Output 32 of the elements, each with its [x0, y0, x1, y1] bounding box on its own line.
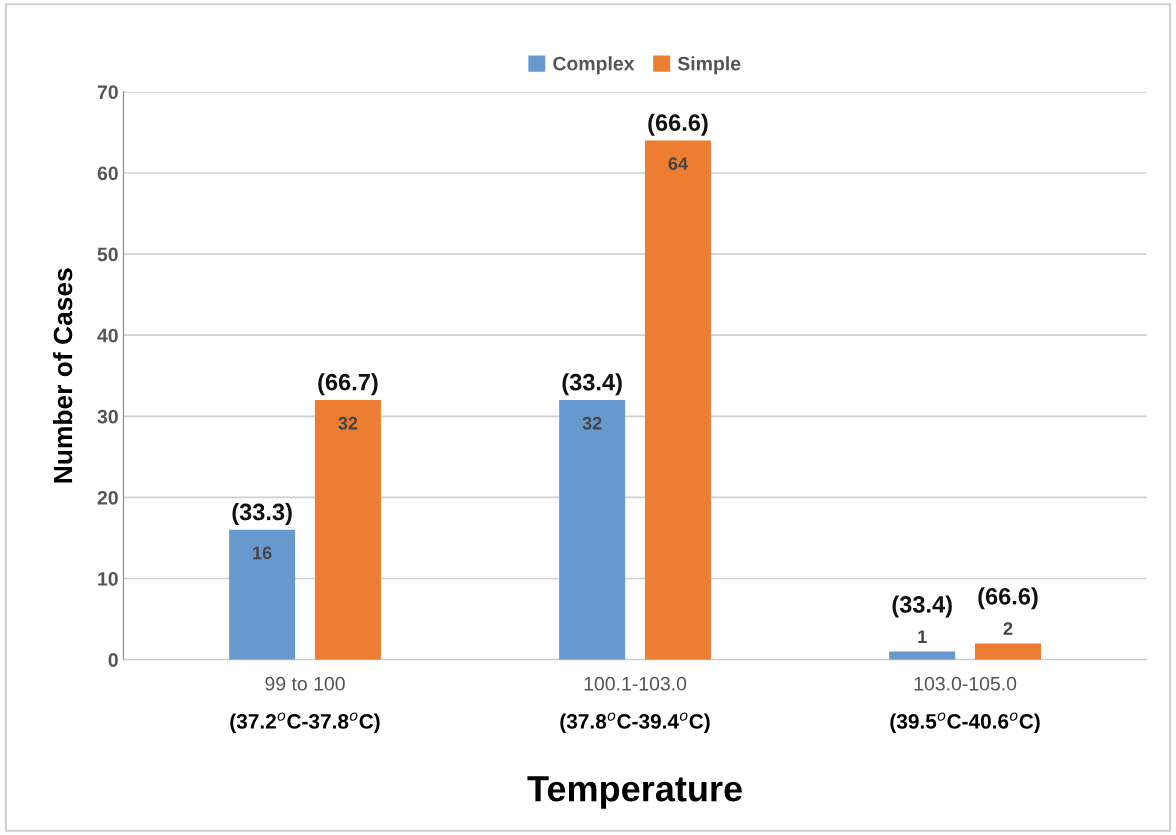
annotation: (66.6) [978, 587, 1038, 610]
annotation: (66.6) [648, 113, 708, 136]
bar [559, 400, 626, 660]
category-label: 100.1-103.0 (37.8$^{o}$C-39.4$^{o}$C) [560, 676, 710, 733]
y-tick-label: 30 [97, 409, 118, 424]
annotation: (33.4) [562, 373, 622, 396]
annotation: (33.4) [892, 595, 952, 618]
y-tick-label: 40 [97, 328, 118, 343]
y-axis-title: Number of Cases [52, 268, 73, 483]
bar [644, 140, 711, 660]
x-axis-title: Temperature [527, 776, 742, 809]
bar [229, 529, 296, 660]
annotation: (33.3) [232, 502, 292, 525]
y-tick-label: 10 [98, 572, 118, 586]
data-label: 32 [582, 416, 602, 430]
y-tick-label: 0 [108, 653, 118, 667]
annotation: (66.7) [318, 373, 378, 396]
bar [314, 400, 381, 660]
bar [974, 643, 1041, 660]
y-tick-label: 70 [97, 85, 118, 100]
data-label: 2 [1003, 622, 1013, 635]
data-label: 32 [338, 416, 358, 430]
data-label: 64 [668, 157, 688, 170]
y-tick-label: 20 [97, 490, 118, 505]
y-tick-label: 50 [97, 247, 118, 262]
data-label: 1 [918, 630, 927, 643]
category-label: 99 to 100 (37.2$^{o}$C-37.8$^{o}$C) [230, 676, 380, 733]
legend-label: Complex [553, 56, 635, 75]
data-label: 16 [253, 546, 272, 560]
y-tick-label: 60 [97, 166, 118, 181]
category-label: 103.0-105.0 (39.5$^{o}$C-40.6$^{o}$C) [890, 676, 1040, 733]
legend-label: Simple [677, 56, 741, 75]
